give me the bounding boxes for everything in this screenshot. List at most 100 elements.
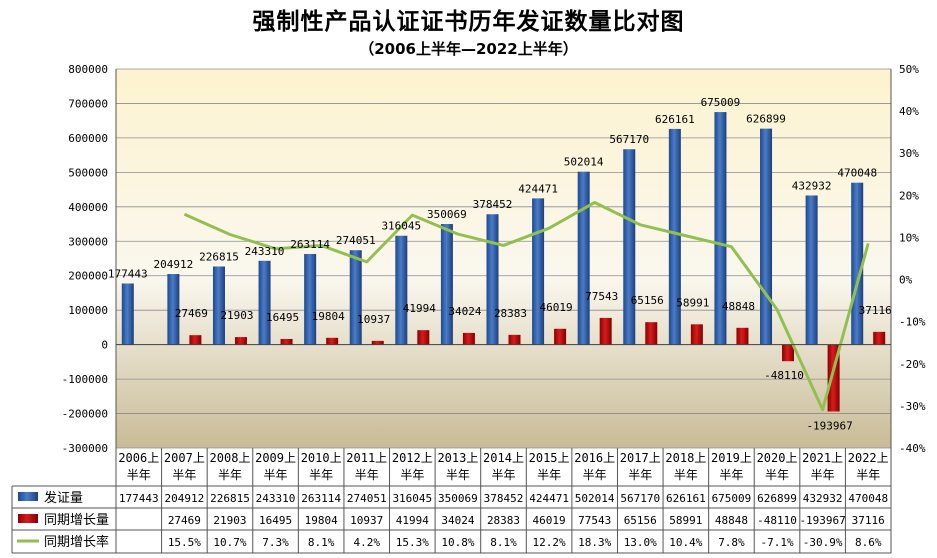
y-right-tick-label: 50% <box>899 63 919 76</box>
bar-issued <box>121 283 134 345</box>
y-right-tick-label: 0% <box>899 274 913 287</box>
category-label-line2: 半年 <box>172 468 196 482</box>
category-label-line2: 半年 <box>218 468 242 482</box>
table-cell: 21903 <box>213 514 246 527</box>
table-cell: 470048 <box>848 492 888 505</box>
bar-issued-value-label: 626161 <box>655 113 695 126</box>
table-cell: 424471 <box>529 492 569 505</box>
category-label-line2: 半年 <box>583 468 607 482</box>
category-label-line2: 半年 <box>309 468 333 482</box>
category-label-line1: 2012上 <box>392 451 433 465</box>
table-cell: 65156 <box>624 514 657 527</box>
y-right-tick-label: 10% <box>899 231 919 244</box>
category-label-line2: 半年 <box>765 468 789 482</box>
table-cell: -48110 <box>757 514 797 527</box>
table-cell: 10937 <box>350 514 383 527</box>
bar-issued-value-label: 502014 <box>564 156 604 169</box>
bar-growth <box>599 317 612 345</box>
bar-issued-value-label: 263114 <box>290 238 330 251</box>
bar-growth-value-label: 58991 <box>676 296 709 309</box>
legend-swatch <box>18 514 38 523</box>
table-cell: 502014 <box>575 492 615 505</box>
bar-growth <box>645 322 658 345</box>
category-label-line2: 半年 <box>811 468 835 482</box>
table-cell: 10.8% <box>441 536 474 549</box>
bar-growth-value-label: -48110 <box>764 369 804 382</box>
y-left-tick-label: 400000 <box>68 201 108 214</box>
bar-issued-value-label: 432932 <box>792 179 832 192</box>
table-cell: 243310 <box>256 492 296 505</box>
legend-label: 同期增长率 <box>44 534 109 550</box>
table-cell: 34024 <box>441 514 474 527</box>
bar-growth-value-label: 41994 <box>403 302 436 315</box>
table-cell: 177443 <box>119 492 159 505</box>
bar-growth <box>417 330 430 345</box>
table-cell: 19804 <box>305 514 338 527</box>
bar-issued-value-label: 675009 <box>701 96 741 109</box>
bar-growth <box>189 335 202 345</box>
bar-growth <box>782 344 795 362</box>
bar-issued-value-label: 243310 <box>245 245 285 258</box>
bar-growth <box>690 324 703 345</box>
chart-title: 强制性产品认证证书历年发证数量比对图 <box>252 9 685 35</box>
bar-growth-value-label: 46019 <box>540 301 573 314</box>
bar-issued <box>668 128 681 345</box>
table-cell: 8.1% <box>490 536 517 549</box>
bar-issued <box>805 195 818 345</box>
table-cell: 675009 <box>712 492 752 505</box>
table-cell: 567170 <box>620 492 660 505</box>
y-right-tick-label: -20% <box>899 358 926 371</box>
bar-issued <box>304 253 317 345</box>
y-right-tick-label: 30% <box>899 147 919 160</box>
bar-growth-value-label: 48848 <box>722 300 755 313</box>
bar-issued-value-label: 378452 <box>473 198 513 211</box>
table-cell: 7.3% <box>262 536 289 549</box>
category-label-line1: 2013上 <box>437 451 478 465</box>
table-cell: -193967 <box>799 514 845 527</box>
table-cell: -7.1% <box>760 536 793 549</box>
bar-growth-value-label: 28383 <box>494 307 527 320</box>
bar-issued <box>440 224 453 345</box>
bar-growth-value-label: -193967 <box>806 419 852 432</box>
bar-issued-value-label: 316045 <box>381 220 421 233</box>
bar-issued <box>623 149 636 345</box>
category-label-line1: 2016上 <box>574 451 615 465</box>
table-cell: 226815 <box>210 492 250 505</box>
category-label-line1: 2021上 <box>802 451 843 465</box>
y-left-tick-label: -200000 <box>62 408 108 421</box>
bar-growth-value-label: 19804 <box>312 310 345 323</box>
category-label-line2: 半年 <box>719 468 743 482</box>
category-label-line2: 半年 <box>264 468 288 482</box>
table-cell: 13.0% <box>624 536 657 549</box>
bar-growth-value-label: 21903 <box>220 309 253 322</box>
table-cell: 46019 <box>533 514 566 527</box>
bar-issued <box>577 171 590 345</box>
table-cell: 16495 <box>259 514 292 527</box>
category-label-line1: 2017上 <box>620 451 661 465</box>
y-left-tick-label: 600000 <box>68 132 108 145</box>
bar-issued-value-label: 470048 <box>837 167 877 180</box>
category-label-line2: 半年 <box>400 468 424 482</box>
table-cell: 27469 <box>168 514 201 527</box>
category-label-line1: 2015上 <box>529 451 570 465</box>
table-cell: 316045 <box>392 492 432 505</box>
category-label-line1: 2011上 <box>346 451 387 465</box>
table-cell: 10.4% <box>669 536 702 549</box>
bar-issued <box>532 198 545 345</box>
bar-growth <box>234 337 247 345</box>
y-left-tick-label: 800000 <box>68 63 108 76</box>
bar-growth-value-label: 16495 <box>266 311 299 324</box>
bar-issued <box>258 260 271 345</box>
table-cell: 77543 <box>578 514 611 527</box>
category-label-line2: 半年 <box>355 468 379 482</box>
bar-issued-value-label: 177443 <box>108 267 148 280</box>
y-left-tick-label: -300000 <box>62 442 108 455</box>
table-cell: 8.6% <box>855 536 882 549</box>
category-label-line2: 半年 <box>446 468 470 482</box>
table-cell: 626161 <box>666 492 706 505</box>
line-growth-rate <box>183 200 870 412</box>
category-label-line2: 半年 <box>127 468 151 482</box>
bar-issued-value-label: 424471 <box>518 182 558 195</box>
bar-issued-value-label: 204912 <box>154 258 194 271</box>
bar-issued-value-label: 567170 <box>609 133 649 146</box>
